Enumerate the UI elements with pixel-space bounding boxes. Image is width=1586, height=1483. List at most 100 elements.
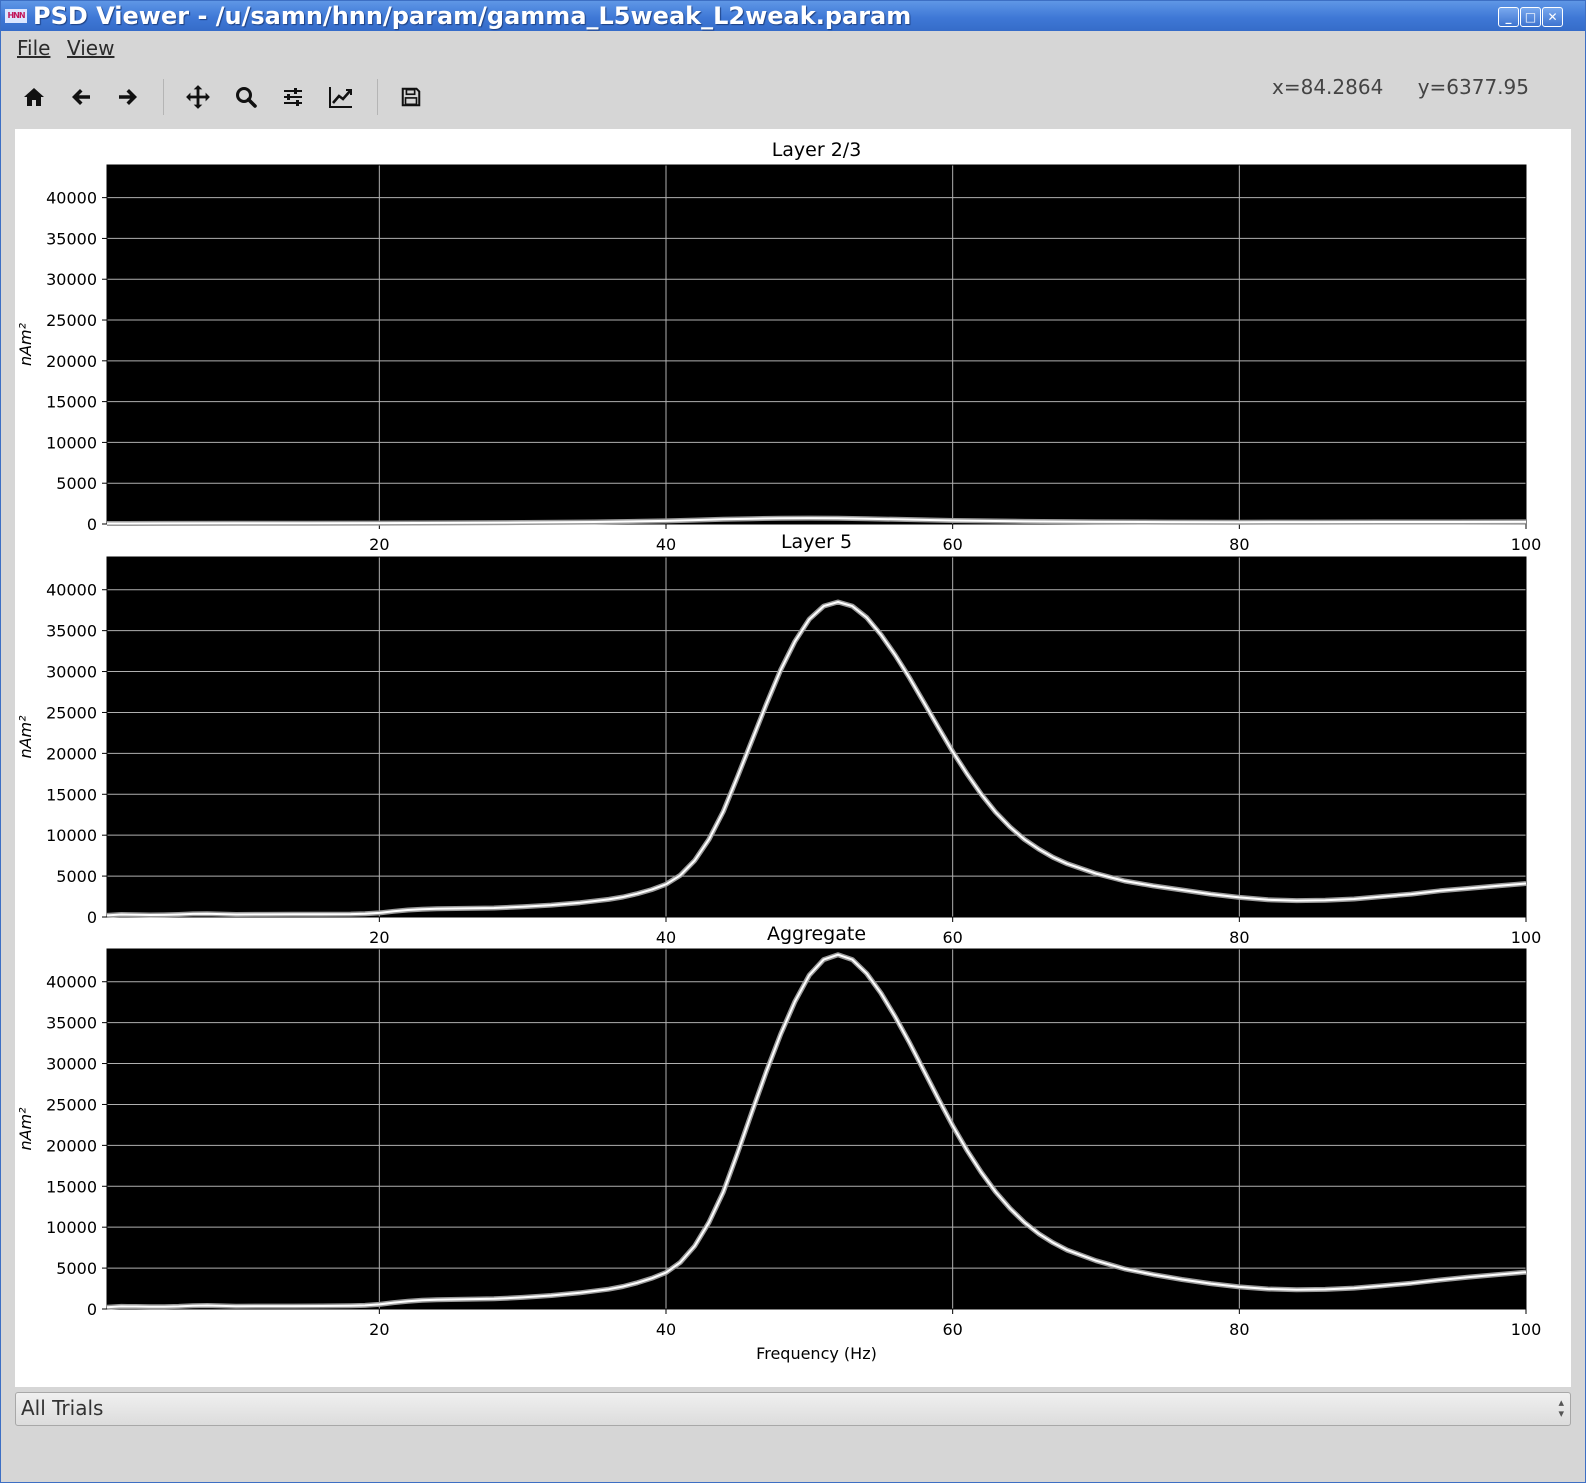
trial-dropdown[interactable]: All Trials ▴ ▾ [15,1392,1571,1426]
sliders-icon [284,88,302,106]
y-tick-label: 15000 [46,1177,97,1196]
axes-frame [106,556,1527,918]
plot-area [107,949,1526,1309]
customize-axes-button[interactable] [325,81,357,113]
maximize-button[interactable]: □ [1520,7,1541,27]
series-line-1 [106,953,1527,1309]
y-tick-label: 30000 [46,663,97,682]
line-chart-icon [329,87,352,108]
y-axis-label: nAm² [16,1107,35,1151]
menu-view[interactable]: View [67,36,114,60]
x-tick-label: 40 [656,535,676,554]
floppy-disk-icon [401,87,421,107]
x-tick-label: 80 [1229,1320,1249,1339]
y-tick-label: 40000 [46,189,97,208]
pan-button[interactable] [182,81,214,113]
x-tick-label: 100 [1511,535,1542,554]
y-tick-label: 25000 [46,1095,97,1114]
psd-plots[interactable]: 20 40 60 80 10005000100001500020000250003000… [15,129,1571,1387]
x-tick-label: 60 [942,535,962,554]
subplot-title: Aggregate [767,923,866,945]
magnifier-icon [236,87,257,108]
minimize-button[interactable]: _ [1498,7,1519,27]
y-tick-label: 15000 [46,785,97,804]
y-tick-label: 35000 [46,622,97,641]
y-tick-label: 20000 [46,744,97,763]
subplot-title: Layer 5 [781,531,852,553]
x-tick-label: 100 [1511,1320,1542,1339]
plot-area [107,165,1526,524]
title-bar[interactable]: HNN PSD Viewer - /u/samn/hnn/param/gamma… [1,1,1585,31]
menu-bar: File View [1,31,1585,65]
axes-frame [106,164,1527,525]
y-tick-label: 30000 [46,1055,97,1074]
configure-subplots-button[interactable] [277,81,309,113]
menu-file-label: File [17,36,51,60]
y-tick-label: 10000 [46,433,97,452]
x-tick-label: 20 [369,1320,389,1339]
y-tick-label: 10000 [46,1218,97,1237]
x-tick-label: 80 [1229,928,1249,947]
x-tick-label: 60 [942,928,962,947]
dropdown-arrows-icon: ▴ ▾ [1558,1396,1564,1420]
trial-dropdown-value: All Trials [21,1396,104,1420]
arrow-right-icon [119,89,137,105]
y-tick-label: 15000 [46,393,97,412]
x-axis-label: Frequency (Hz) [756,1344,877,1363]
y-tick-label: 40000 [46,581,97,600]
cursor-coordinates: x=84.2864 y=6377.95 [1244,75,1529,99]
y-tick-label: 25000 [46,703,97,722]
subplot-title: Layer 2/3 [772,139,862,161]
y-tick-label: 35000 [46,1014,97,1033]
y-tick-label: 0 [87,908,97,927]
y-tick-label: 0 [87,1300,97,1319]
y-tick-label: 35000 [46,229,97,248]
x-tick-label: 60 [942,1320,962,1339]
cursor-y-readout: y=6377.95 [1417,75,1529,99]
back-button[interactable] [65,81,97,113]
y-tick-label: 30000 [46,270,97,289]
figure-canvas[interactable]: 20 40 60 80 100 0 5000 10000 15000 20000 25000 3000… [15,129,1571,1387]
save-figure-button[interactable] [395,81,427,113]
move-icon [186,85,210,109]
y-axis-label: nAm² [16,322,35,366]
arrow-left-icon [72,89,90,105]
home-button[interactable] [18,81,50,113]
subplot-1: 20 40 60 80 100 0 5000 10000 15000 20000 25000 3000… [16,139,1541,554]
y-tick-label: 25000 [46,311,97,330]
y-axis-label: nAm² [16,715,35,759]
y-tick-label: 40000 [46,973,97,992]
y-tick-label: 0 [87,515,97,534]
close-button[interactable]: ✕ [1542,7,1563,27]
y-tick-label: 5000 [56,867,97,886]
menu-file[interactable]: File [17,36,50,60]
zoom-button[interactable] [230,81,262,113]
subplot-2: 20 40 60 80 100 0 5000 10000 15000 20000 25000 3000… [16,531,1541,947]
series-line-1 [106,601,1527,917]
y-tick-label: 20000 [46,352,97,371]
x-tick-label: 80 [1229,535,1249,554]
x-tick-label: 20 [369,535,389,554]
x-tick-label: 40 [656,928,676,947]
x-tick-label: 100 [1511,928,1542,947]
toolbar-separator [377,79,378,115]
hnn-logo-icon: HNN [5,9,27,23]
window-title: PSD Viewer - /u/samn/hnn/param/gamma_L5w… [33,2,912,30]
forward-button[interactable] [112,81,144,113]
cursor-x-readout: x=84.2864 [1272,75,1384,99]
status-bar [1,1435,1585,1482]
x-tick-label: 40 [656,1320,676,1339]
y-tick-label: 20000 [46,1136,97,1155]
menu-view-label: View [67,36,115,60]
plot-area [107,557,1526,917]
y-tick-label: 5000 [56,1259,97,1278]
toolbar-separator [163,79,164,115]
home-icon [24,88,44,106]
navigation-toolbar: x=84.2864 y=6377.95 [1,65,1585,129]
y-tick-label: 5000 [56,474,97,493]
axes-frame [106,948,1527,1310]
series-line-1 [106,517,1527,525]
y-tick-label: 10000 [46,826,97,845]
x-tick-label: 20 [369,928,389,947]
